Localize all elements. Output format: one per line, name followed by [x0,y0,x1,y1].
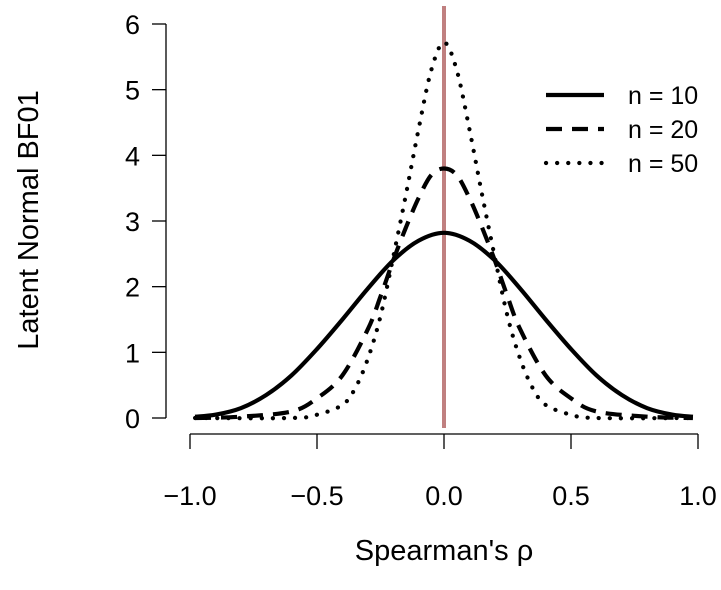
y-tick-label: 1 [125,338,140,368]
y-tick-label: 5 [125,76,140,106]
legend-label-3: n = 50 [628,150,698,178]
x-axis-title: Spearman's ρ [355,535,533,567]
series-line-2 [195,166,693,421]
x-tick-label: 1.0 [679,481,717,511]
axes-layer: 0 1 2 3 4 5 6 −1.0 −0.5 0.0 0.5 1.0 [125,10,717,511]
x-tick-label: −0.5 [290,481,343,511]
legend-label-2: n = 20 [628,116,698,144]
series-line-1 [194,230,694,419]
y-tick-label: 0 [125,404,140,434]
legend-label-1: n = 10 [628,82,698,110]
y-tick-label: 6 [125,10,140,40]
y-axis-title: Latent Normal BF01 [13,90,45,350]
x-tick-label: 0.0 [425,481,463,511]
y-tick-label: 2 [125,273,140,303]
series-layer [192,40,696,421]
y-tick-label: 3 [125,207,140,237]
x-tick-label: −1.0 [163,481,216,511]
series-line-3 [192,40,696,421]
x-tick-label: 0.5 [552,481,590,511]
legend: n = 10 n = 20 n = 50 [543,82,698,178]
y-tick-label: 4 [125,141,140,171]
